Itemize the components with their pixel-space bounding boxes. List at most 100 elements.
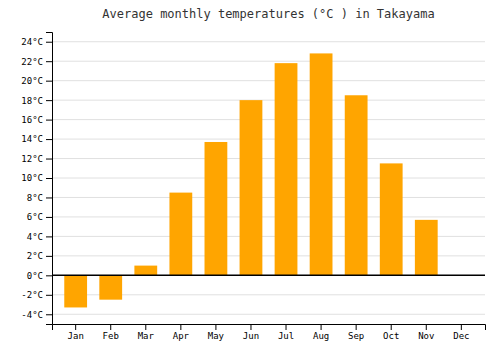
grid-line (52, 139, 485, 140)
y-tick: 18°C (21, 96, 52, 106)
y-tick-mark (46, 295, 52, 296)
y-axis: -4°C -2°C 0°C 2°C 4°C 6°C 8°C 10°C 12°C 14°C 16°C 1… (21, 33, 52, 325)
x-tick: Apr (173, 324, 190, 341)
x-tick-mark (75, 324, 76, 330)
bar (99, 275, 122, 299)
bar (64, 275, 87, 307)
x-tick: Dec (453, 324, 469, 341)
x-tick-mark (391, 324, 392, 330)
x-tick: Oct (383, 324, 399, 341)
x-tick: Nov (418, 324, 434, 341)
y-tick-mark (46, 159, 52, 160)
x-axis: Jan Feb Mar Apr May Jun Jul Aug Sep Oct Nov Dec (53, 324, 486, 341)
grid-line (52, 158, 485, 159)
y-tick: 12°C (21, 154, 52, 164)
x-tick-mark (180, 324, 181, 330)
grid-line (52, 216, 485, 217)
x-tick-label: Mar (138, 331, 155, 341)
bar (134, 266, 157, 276)
x-tick-label: Oct (383, 331, 399, 341)
x-tick-label: Jan (68, 331, 84, 341)
y-tick-mark (46, 256, 52, 257)
y-tick-mark (46, 178, 52, 179)
grid-line (52, 80, 485, 81)
y-tick-mark (46, 42, 52, 43)
x-tick: Jan (68, 324, 84, 341)
y-tick-label: -2°C (21, 290, 43, 300)
y-tick-mark (46, 217, 52, 218)
y-tick-label: 16°C (21, 115, 43, 125)
grid-line (52, 100, 485, 101)
x-tick-label: Aug (313, 331, 329, 341)
y-tick-label: 22°C (21, 57, 43, 67)
y-tick-label: 24°C (21, 37, 43, 47)
x-tick-mark (426, 324, 427, 330)
grid-line (52, 275, 485, 276)
bar (275, 63, 298, 275)
y-tick-mark (46, 236, 52, 237)
y-axis-line (46, 33, 53, 325)
x-tick-label: Jun (243, 331, 259, 341)
x-tick-mark (145, 324, 146, 330)
bar (380, 163, 403, 275)
y-tick: 10°C (21, 173, 52, 183)
x-tick-mark (110, 324, 111, 330)
x-tick-label: Nov (418, 331, 434, 341)
x-tick-label: Apr (173, 331, 190, 341)
y-tick-label: -4°C (21, 310, 43, 320)
grid-line (52, 178, 485, 179)
y-tick-label: 18°C (21, 96, 43, 106)
zero-line (52, 275, 485, 277)
x-tick-mark (461, 324, 462, 330)
x-tick: Sep (348, 324, 364, 341)
chart: -4°C -2°C 0°C 2°C 4°C 6°C 8°C 10°C 12°C 14°C 16°C 1… (0, 0, 500, 350)
y-tick: 22°C (21, 57, 52, 67)
y-tick: -2°C (21, 290, 52, 300)
y-tick-label: 2°C (27, 251, 43, 261)
y-tick: -4°C (21, 310, 52, 320)
x-tick-label: Feb (103, 331, 119, 341)
x-tick-label: Dec (453, 331, 469, 341)
x-tick: Jun (243, 324, 259, 341)
y-tick-mark (46, 139, 52, 140)
grid-line (52, 41, 485, 42)
x-tick-mark (215, 324, 216, 330)
y-tick: 24°C (21, 37, 52, 47)
x-tick: Jul (278, 324, 294, 341)
x-tick: Aug (313, 324, 329, 341)
grid-line (52, 314, 485, 315)
x-tick-label: May (208, 331, 225, 341)
y-tick-mark (46, 275, 52, 276)
y-tick-label: 4°C (27, 232, 43, 242)
y-tick: 8°C (27, 193, 52, 203)
bar (415, 220, 438, 275)
y-tick: 2°C (27, 251, 52, 261)
x-tick-mark (321, 324, 322, 330)
x-tick: May (208, 324, 225, 341)
y-tick-label: 6°C (27, 212, 43, 222)
bar (205, 142, 228, 275)
grid-line (52, 119, 485, 120)
bars (52, 53, 485, 307)
y-tick-label: 10°C (21, 173, 43, 183)
y-tick: 4°C (27, 232, 52, 242)
x-tick-mark (356, 324, 357, 330)
y-tick: 16°C (21, 115, 52, 125)
bar (169, 193, 192, 276)
y-tick-label: 8°C (27, 193, 43, 203)
x-axis-line (53, 325, 486, 331)
title: Average monthly temperatures (°C ) in Ta… (102, 7, 434, 21)
plot: -4°C -2°C 0°C 2°C 4°C 6°C 8°C 10°C 12°C 14°C 16°C 1… (21, 33, 485, 342)
y-tick-mark (46, 314, 52, 315)
y-tick: 0°C (27, 271, 52, 281)
x-tick-mark (250, 324, 251, 330)
y-tick-mark (46, 61, 52, 62)
grid-line (52, 197, 485, 198)
y-tick-label: 12°C (21, 154, 43, 164)
y-tick: 14°C (21, 134, 52, 144)
x-tick-label: Sep (348, 331, 364, 341)
y-tick-mark (46, 197, 52, 198)
y-tick-label: 0°C (27, 271, 43, 281)
grid (52, 42, 485, 315)
bar (345, 95, 368, 275)
